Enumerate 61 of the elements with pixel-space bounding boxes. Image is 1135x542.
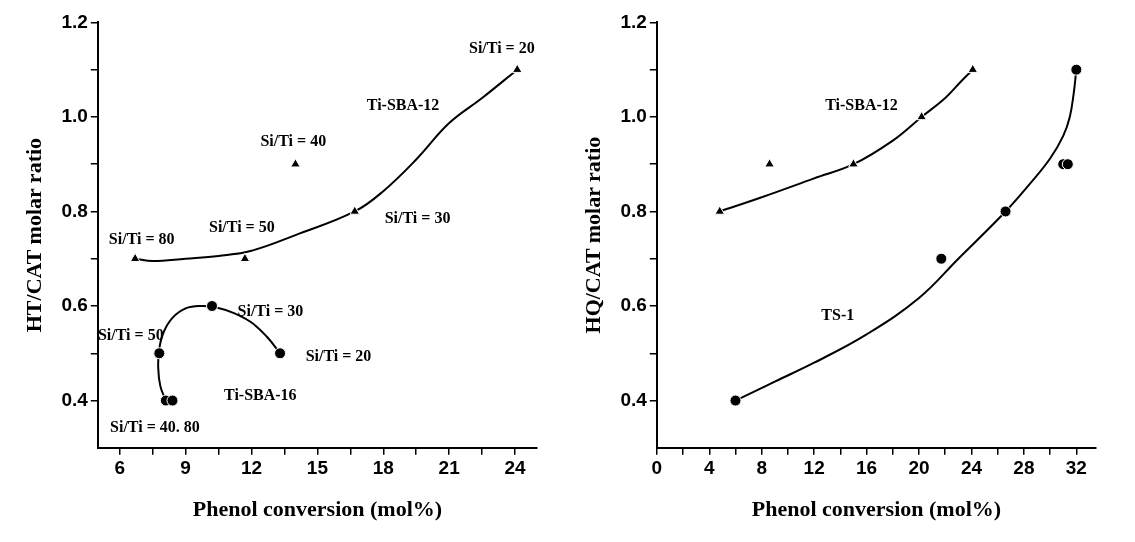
point: [239, 252, 251, 262]
annotation: Si/Ti = 80: [108, 229, 175, 247]
y-tick-label: 0.6: [620, 294, 647, 316]
annotation: Si/Ti = 40. 80: [110, 417, 200, 435]
annotation: Ti-SBA-16: [224, 386, 297, 404]
annotation: Si/Ti = 30: [237, 301, 304, 319]
x-tick-label: 21: [438, 457, 461, 479]
x-axis-title: Phenol conversion (mol%): [751, 496, 1002, 522]
point: [290, 158, 301, 168]
y-tick-label: 0.6: [61, 294, 88, 316]
x-tick-label: 9: [180, 457, 191, 479]
point: [729, 394, 742, 407]
x-tick-label: 24: [504, 457, 527, 479]
y-tick-label: 1.0: [620, 105, 647, 127]
y-tick-label: 1.0: [61, 105, 88, 127]
x-tick-label: 16: [856, 457, 878, 479]
point: [764, 158, 775, 168]
y-axis-title: HQ/CAT molar ratio: [579, 136, 605, 334]
y-tick-label: 0.4: [61, 388, 89, 410]
x-tick-label: 4: [703, 457, 715, 479]
x-tick-label: 8: [756, 457, 767, 479]
point: [206, 300, 218, 312]
y-tick-label: 1.2: [620, 10, 647, 32]
y-axis-title: HT/CAT molar ratio: [20, 137, 46, 333]
x-tick-label: 18: [372, 457, 394, 479]
point: [1070, 63, 1083, 76]
y-tick-label: 0.8: [61, 199, 88, 221]
x-tick-label: 0: [651, 457, 663, 479]
point: [935, 252, 948, 265]
x-tick-label: 28: [1013, 457, 1035, 479]
point: [511, 63, 523, 73]
x-tick-label: 12: [240, 457, 263, 479]
annotation: Si/Ti = 20: [305, 347, 372, 365]
x-tick-label: 12: [803, 457, 825, 479]
point: [349, 205, 360, 215]
x-tick-label: 15: [306, 457, 329, 479]
point: [1061, 158, 1074, 171]
y-tick-label: 0.4: [620, 388, 648, 410]
y-tick-label: 0.8: [620, 199, 647, 221]
annotation: Ti-SBA-12: [366, 95, 440, 113]
x-axis-title: Phenol conversion (mol%): [192, 496, 443, 522]
x-tick-label: 20: [908, 457, 930, 479]
x-tick-label: 32: [1065, 457, 1087, 479]
y-tick-label: 1.2: [61, 10, 88, 32]
point: [714, 205, 725, 215]
annotation: Ti-SBA-12: [825, 95, 898, 113]
point: [166, 394, 179, 407]
annotation: Si/Ti = 50: [209, 217, 275, 235]
annotation: Si/Ti = 40: [260, 132, 327, 150]
point: [999, 205, 1012, 218]
point: [129, 252, 141, 262]
annotation: Si/Ti = 30: [384, 208, 451, 226]
point: [153, 347, 166, 360]
point: [916, 110, 927, 121]
point: [967, 63, 979, 73]
annotation: TS-1: [821, 305, 855, 323]
point: [274, 347, 287, 360]
point: [848, 158, 859, 168]
annotation: Si/Ti = 20: [469, 38, 535, 56]
x-tick-label: 6: [114, 457, 126, 479]
x-tick-label: 24: [960, 457, 983, 479]
